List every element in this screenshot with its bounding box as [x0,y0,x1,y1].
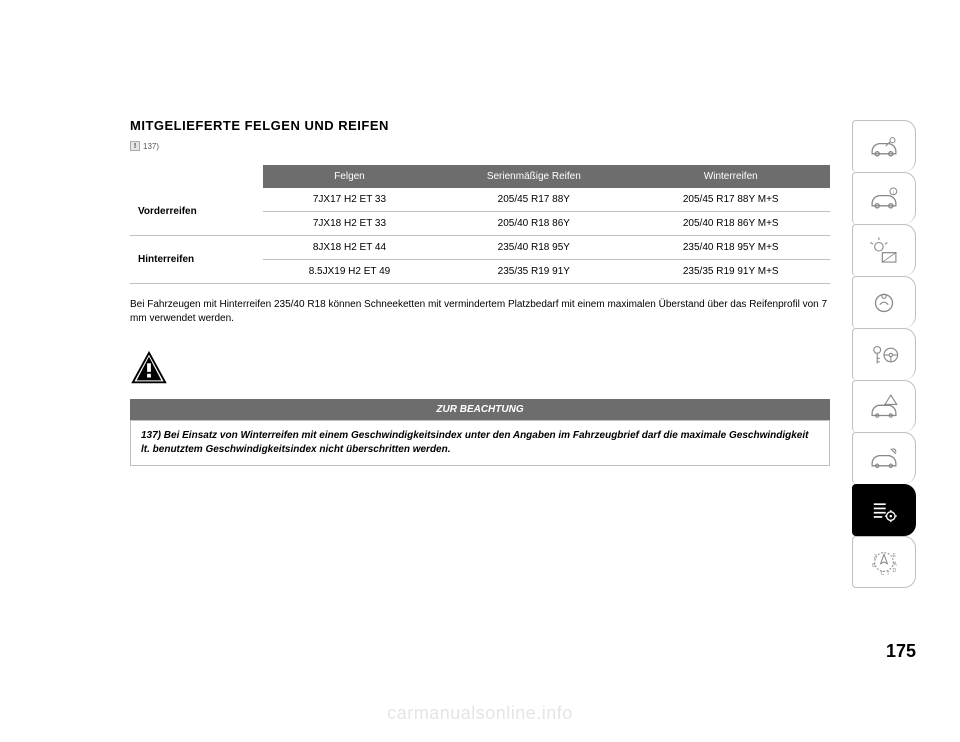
cell: 205/45 R17 88Y [436,188,631,212]
svg-text:E: E [893,553,897,559]
nav-item-index[interactable]: Z B E A D C T [852,536,916,588]
row-label-vorder: Vorderreifen [130,188,263,236]
footnote-number: 137) [143,142,159,151]
cell: 235/40 R18 95Y [436,236,631,260]
svg-text:A: A [893,561,897,567]
car-key-icon [867,130,901,164]
cell: 7JX17 H2 ET 33 [263,188,436,212]
table-header-winter: Winterreifen [631,165,830,188]
cell: 235/35 R19 91Y M+S [631,260,830,284]
cell: 7JX18 H2 ET 33 [263,212,436,236]
main-content: MITGELIEFERTE FELGEN UND REIFEN ! 137) F… [130,118,830,466]
table-row: Vorderreifen 7JX17 H2 ET 33 205/45 R17 8… [130,188,830,212]
body-note: Bei Fahrzeugen mit Hinterreifen 235/40 R… [130,298,830,326]
warning-mini-icon: ! [130,141,140,151]
cell: 8JX18 H2 ET 44 [263,236,436,260]
cell: 8.5JX19 H2 ET 49 [263,260,436,284]
car-info-icon: i [867,182,901,216]
sidebar-nav: i [852,120,916,588]
table-row: Hinterreifen 8JX18 H2 ET 44 235/40 R18 9… [130,236,830,260]
table-header-empty [130,165,263,188]
cell: 205/40 R18 86Y [436,212,631,236]
tire-table: Felgen Serienmäßige Reifen Winterreifen … [130,165,830,284]
car-wrench-icon [867,442,901,476]
list-gear-icon [867,494,901,528]
svg-text:Z: Z [874,555,877,561]
page-number: 175 [886,641,916,662]
car-triangle-icon [867,390,901,424]
svg-text:C: C [881,571,885,577]
cell: 235/35 R19 91Y [436,260,631,284]
svg-text:D: D [893,568,897,574]
nav-item-dashboard[interactable]: i [852,172,916,224]
svg-text:T: T [887,571,890,577]
warning-text: 137) Bei Einsatz von Winterreifen mit ei… [130,420,830,466]
footnote-ref: ! 137) [130,141,830,151]
airbag-icon [867,286,901,320]
table-header-felgen: Felgen [263,165,436,188]
key-steering-icon [867,338,901,372]
nav-item-starting[interactable] [852,328,916,380]
warning-light-icon [867,234,901,268]
nav-item-warninglights[interactable] [852,224,916,276]
table-header-serien: Serienmäßige Reifen [436,165,631,188]
nav-item-emergency[interactable] [852,380,916,432]
cell: 235/40 R18 95Y M+S [631,236,830,260]
nav-item-techdata[interactable] [852,484,916,536]
cell: 205/40 R18 86Y M+S [631,212,830,236]
warning-triangle-icon [130,350,830,399]
nav-item-knowyourcar[interactable] [852,120,916,172]
page-heading: MITGELIEFERTE FELGEN UND REIFEN [130,118,830,133]
warning-header: ZUR BEACHTUNG [130,399,830,420]
row-label-hinter: Hinterreifen [130,236,263,284]
nav-item-maintenance[interactable] [852,432,916,484]
navigator-icon: Z B E A D C T [867,545,901,579]
nav-item-safety[interactable] [852,276,916,328]
cell: 205/45 R17 88Y M+S [631,188,830,212]
svg-text:B: B [872,563,876,569]
watermark: carmanualsonline.info [0,703,960,724]
